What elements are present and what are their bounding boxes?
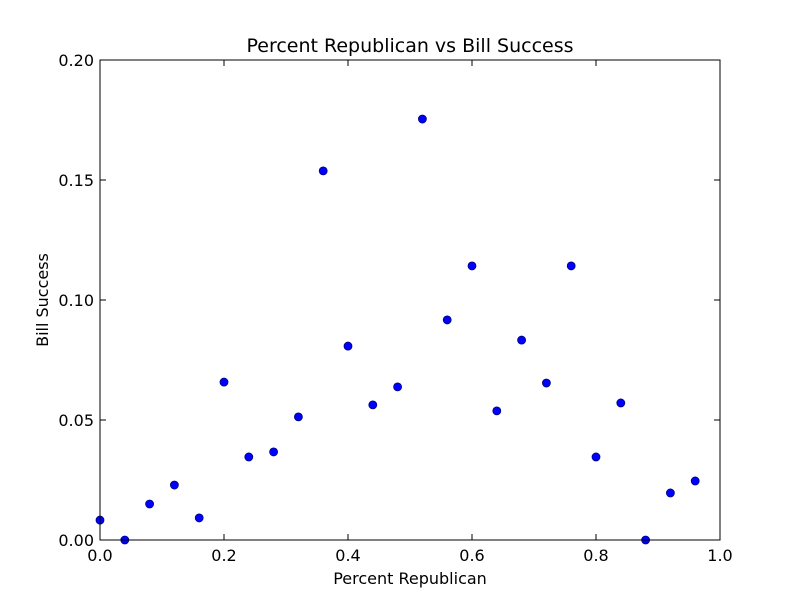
x-tick-label: 0.6: [459, 546, 484, 565]
data-point: [517, 335, 526, 345]
y-axis-label: Bill Success: [33, 253, 52, 347]
x-tick-label: 0.2: [211, 546, 236, 565]
data-point: [442, 315, 452, 325]
y-tick-label: 0.15: [58, 171, 94, 190]
x-axis-label: Percent Republican: [333, 569, 487, 588]
data-point: [616, 398, 626, 408]
data-point: [194, 513, 204, 523]
y-axis-ticks: 0.00 0.05 0.10 0.15 0.20: [58, 51, 720, 550]
plot-area: 0.0 0.2 0.4 0.6 0.8 1.0 0.00 0.05 0.10 0.15 0.20: [58, 51, 732, 565]
data-point: [269, 447, 279, 457]
data-point: [393, 382, 403, 392]
data-point: [318, 166, 328, 176]
data-point: [293, 412, 303, 422]
data-point: [417, 114, 427, 124]
data-point: [368, 400, 378, 410]
x-tick-label: 1.0: [707, 546, 732, 565]
data-point: [492, 406, 502, 416]
data-point: [467, 261, 477, 271]
data-point: [566, 261, 576, 271]
data-point: [690, 476, 700, 486]
y-tick-label: 0.20: [58, 51, 94, 70]
y-tick-label: 0.00: [58, 531, 94, 550]
y-tick-label: 0.10: [58, 291, 94, 310]
data-point: [169, 480, 179, 490]
x-tick-label: 0.0: [87, 546, 112, 565]
data-point: [591, 452, 601, 462]
x-tick-label: 0.8: [583, 546, 608, 565]
chart-title: Percent Republican vs Bill Success: [246, 35, 573, 57]
data-point: [343, 341, 353, 351]
data-point: [542, 378, 551, 388]
x-tick-label: 0.4: [335, 546, 360, 565]
data-point: [666, 488, 675, 498]
data-points: [95, 114, 700, 545]
data-point: [145, 499, 155, 509]
y-tick-label: 0.05: [58, 411, 94, 430]
data-point: [219, 377, 229, 387]
data-point: [244, 452, 254, 462]
x-axis-ticks: 0.0 0.2 0.4 0.6 0.8 1.0: [87, 60, 733, 565]
